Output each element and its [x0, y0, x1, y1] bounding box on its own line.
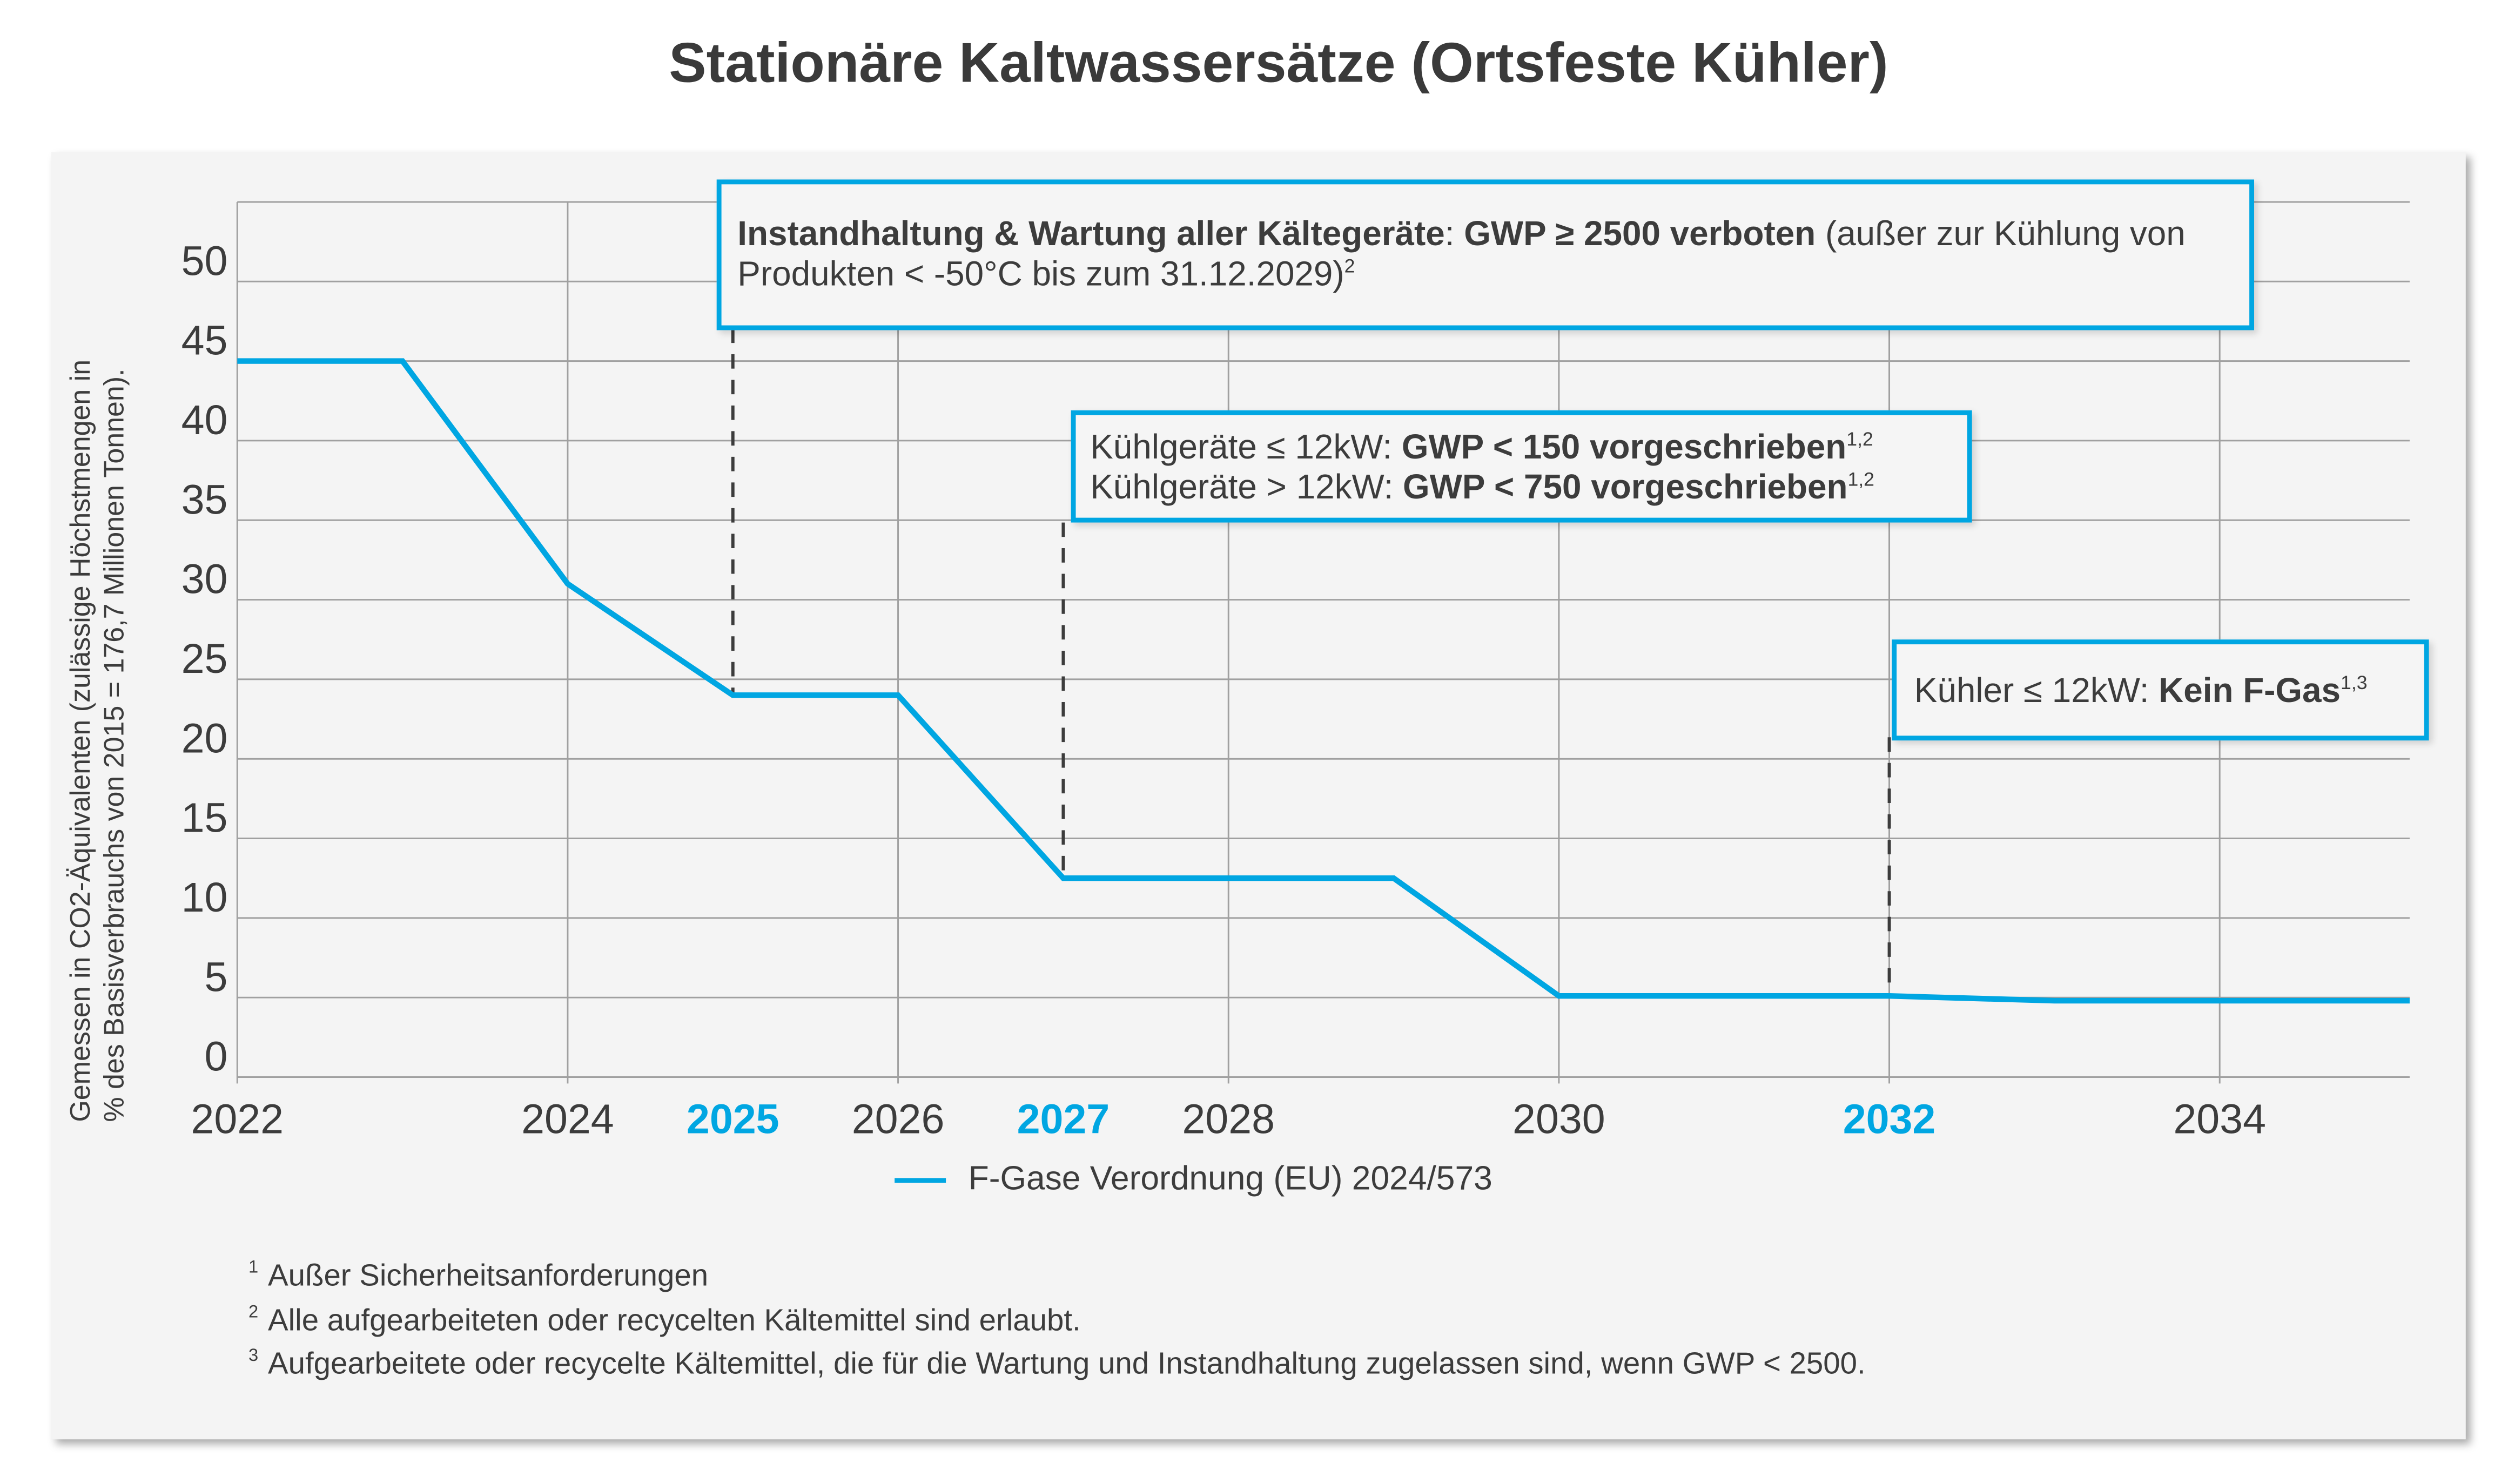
- x-tick-label: 2032: [1843, 1096, 1936, 1142]
- x-tick-label: 2028: [1182, 1096, 1275, 1142]
- footnote-ref: 1,3: [2341, 671, 2368, 694]
- legend: F-Gase Verordnung (EU) 2024/573: [895, 1161, 1492, 1199]
- x-tick-label: 2027: [1017, 1096, 1110, 1142]
- chart-panel: [51, 152, 2466, 1440]
- y-tick-label: 15: [181, 795, 228, 841]
- y-axis-label: Gemessen in CO2-Äquivalenten (zulässige …: [64, 192, 132, 1122]
- footnote-text: Alle aufgearbeiteten oder recycelten Käl…: [268, 1304, 1081, 1339]
- y-tick-label: 40: [181, 397, 228, 443]
- footnote-text: Aufgearbeitete oder recycelte Kältemitte…: [268, 1348, 1866, 1382]
- y-tick-label: 50: [181, 238, 228, 284]
- y-tick-label: 20: [181, 715, 228, 761]
- footnote-ref: 1,2: [1847, 468, 1875, 491]
- annotation-text: Kühlgeräte ≤ 12kW:: [1090, 428, 1402, 467]
- footnote-ref: 1,2: [1846, 428, 1873, 451]
- y-tick-label: 0: [205, 1034, 228, 1080]
- y-tick-label: 30: [181, 556, 228, 603]
- x-tick-label: 2026: [852, 1096, 945, 1142]
- footnote-2: 2 Alle aufgearbeiteten oder recycelten Kä…: [248, 1303, 1081, 1340]
- x-tick-label: 2024: [521, 1096, 614, 1142]
- y-tick-label: 45: [181, 318, 228, 364]
- annotation-text: Kühlgeräte > 12kW:: [1090, 468, 1403, 507]
- legend-swatch: [895, 1177, 946, 1182]
- footnote-3: 3 Aufgearbeitete oder recycelte Kältemitt…: [248, 1346, 1866, 1383]
- annotation-line: Kühlgeräte > 12kW: GWP < 750 vorgeschrie…: [1090, 468, 1953, 508]
- footnote-1: 1 Außer Sicherheitsanforderungen: [248, 1258, 709, 1295]
- y-tick-label: 25: [181, 636, 228, 682]
- annotation-2027: Kühlgeräte ≤ 12kW: GWP < 150 vorgeschrie…: [1071, 410, 1972, 523]
- y-tick-label: 10: [181, 874, 228, 921]
- chart-title: Stationäre Kaltwassersätze (Ortsfeste Kü…: [669, 32, 1888, 95]
- annotation-text: Kein F-Gas: [2159, 671, 2341, 710]
- x-tick-label: 2025: [687, 1096, 779, 1142]
- y-tick-label: 5: [205, 954, 228, 1000]
- annotation-text: GWP ≥ 2500 verboten: [1464, 214, 1816, 253]
- y-tick-label: 35: [181, 476, 228, 523]
- footnote-mark: 1: [248, 1258, 259, 1278]
- annotation-text: GWP < 750 vorgeschrieben: [1403, 468, 1848, 507]
- series-line: [237, 358, 2410, 1004]
- x-tick-label: 2034: [2173, 1096, 2266, 1142]
- annotation-2025: Instandhaltung & Wartung aller Kältegerä…: [716, 179, 2255, 330]
- footnote-text: Außer Sicherheitsanforderungen: [268, 1259, 709, 1294]
- footnote-ref: 2: [1344, 254, 1355, 278]
- annotation-line: Kühlgeräte ≤ 12kW: GWP < 150 vorgeschrie…: [1090, 428, 1953, 468]
- data-point: [732, 695, 734, 696]
- x-tick-label: 2030: [1512, 1096, 1605, 1142]
- footnote-mark: 3: [248, 1346, 259, 1366]
- data-point: [1063, 878, 1064, 879]
- legend-label: F-Gase Verordnung (EU) 2024/573: [968, 1160, 1492, 1198]
- annotation-2032: Kühler ≤ 12kW: Kein F-Gas1,3: [1892, 639, 2429, 741]
- annotation-text: (außer zur Kühlung von Produkten < -50°C…: [737, 214, 2186, 294]
- y-axis-label-line2: % des Basisverbrauchs von 2015 = 176,7 M…: [98, 368, 130, 1122]
- footnote-mark: 2: [248, 1303, 259, 1323]
- x-tick-label: 2022: [191, 1096, 284, 1142]
- data-point: [1228, 878, 1229, 879]
- annotation-text: GWP < 150 vorgeschrieben: [1401, 428, 1847, 467]
- annotation-text: Instandhaltung & Wartung aller Kältegerä…: [737, 214, 1445, 253]
- y-axis-label-line1: Gemessen in CO2-Äquivalenten (zulässige …: [64, 359, 97, 1122]
- annotation-text: :: [1444, 214, 1464, 253]
- annotation-text: Kühler ≤ 12kW:: [1914, 671, 2159, 710]
